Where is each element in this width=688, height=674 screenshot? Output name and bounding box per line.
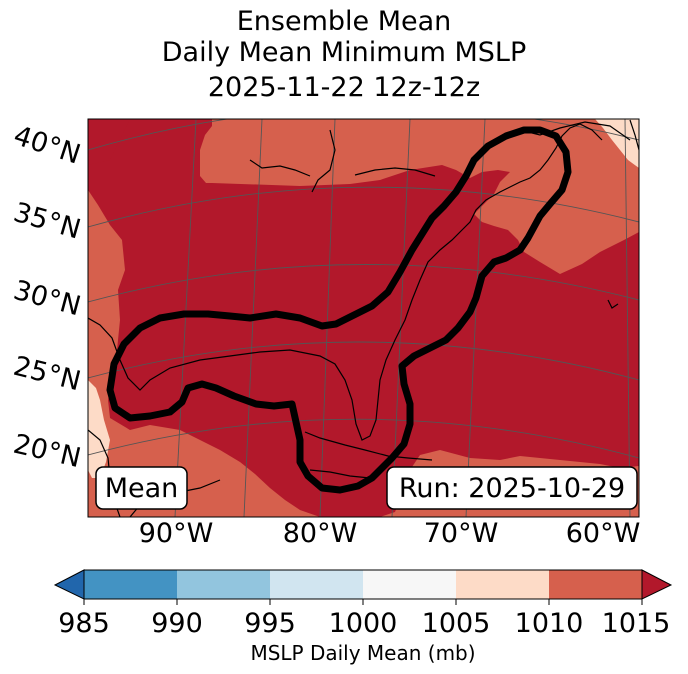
pressure-field-above-1015-nw [88, 119, 130, 165]
lon-label-70: 70°W [424, 518, 499, 549]
colorbar-label: MSLP Daily Mean (mb) [250, 641, 475, 665]
map-frame [87, 118, 640, 518]
pressure-field-above-1015 [88, 119, 639, 517]
colorbar-segment-1010-1015 [549, 570, 642, 599]
mean-label: Mean [105, 473, 179, 504]
colorbar-extend-high [641, 569, 673, 600]
colorbar-tick-1010: 1010 [515, 608, 584, 639]
pressure-field-1005-1010-ne [595, 119, 639, 168]
mean-label-box: Mean [95, 466, 188, 510]
lon-label-60: 60°W [566, 518, 641, 549]
run-label: Run: 2025-10-29 [399, 473, 625, 504]
lat-label-30: 30°N [10, 275, 84, 323]
run-label-box: Run: 2025-10-29 [386, 466, 638, 510]
colorbar-segment-990-995 [177, 570, 270, 599]
lon-label-80: 80°W [283, 518, 358, 549]
colorbar-tick-1000: 1000 [329, 608, 398, 639]
colorbar-segment-995-1000 [270, 570, 363, 599]
pressure-contour-1015 [106, 126, 572, 494]
title-line-2: Daily Mean Minimum MSLP [161, 37, 527, 68]
lat-label-35: 35°N [10, 197, 84, 246]
colorbar-ticks [83, 599, 643, 605]
colorbar-tick-1005: 1005 [422, 608, 491, 639]
colorbar: 985 990 995 1000 1005 1010 1015 MSLP Dai… [53, 569, 673, 665]
colorbar-segment-985-990 [84, 570, 177, 599]
lat-label-40: 40°N [10, 120, 84, 171]
colorbar-tick-990: 990 [151, 608, 203, 639]
colorbar-tick-labels: 985 990 995 1000 1005 1010 1015 [58, 608, 670, 639]
colorbar-tick-995: 995 [244, 608, 296, 639]
title-line-3: 2025-11-22 12z-12z [207, 72, 481, 103]
lon-label-90: 90°W [139, 518, 214, 549]
latitude-labels: 40°N 35°N 30°N 25°N 20°N [10, 120, 84, 474]
colorbar-extend-low [53, 569, 85, 600]
lat-label-20: 20°N [10, 429, 83, 475]
lat-label-25: 25°N [10, 351, 84, 398]
colorbar-tick-985: 985 [58, 608, 110, 639]
title-line-1: Ensemble Mean [236, 6, 452, 37]
colorbar-tick-1015: 1015 [602, 608, 671, 639]
map-panel [88, 119, 639, 517]
colorbar-segment-1005-1010 [456, 570, 549, 599]
colorbar-segment-1000-1005 [363, 570, 456, 599]
longitude-labels: 90°W 80°W 70°W 60°W [139, 518, 641, 549]
